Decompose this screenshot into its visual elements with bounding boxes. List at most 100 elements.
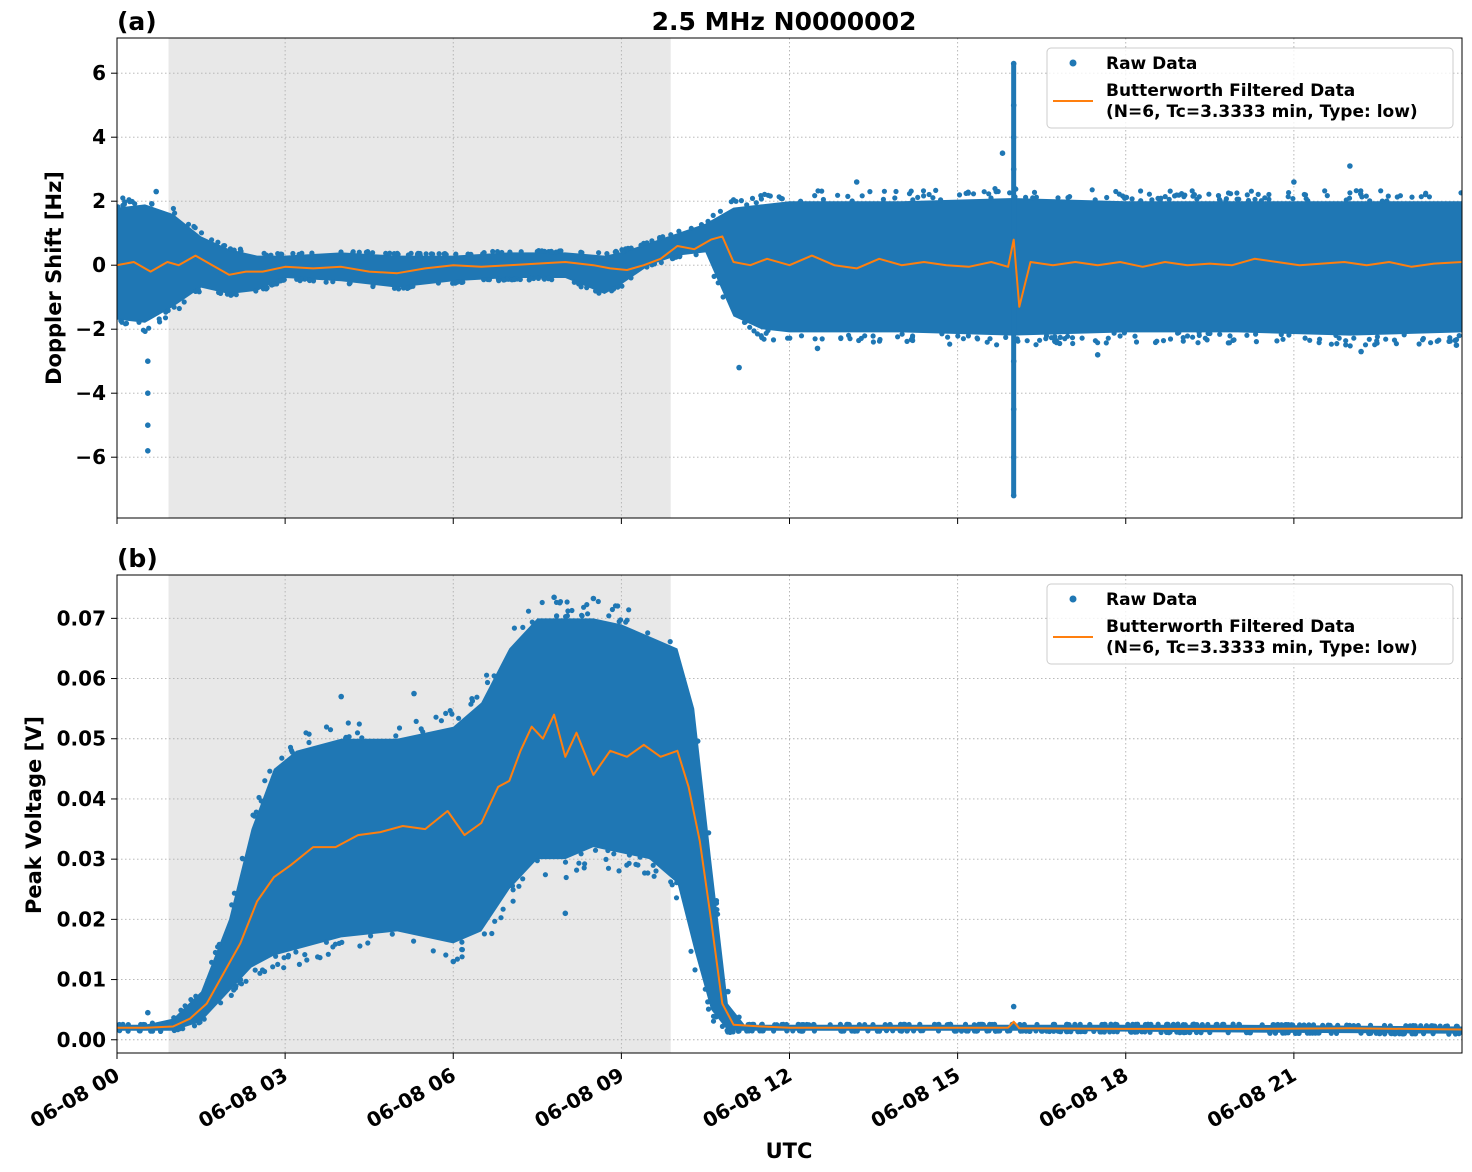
panel-b-raw-outlier bbox=[145, 1009, 151, 1016]
panel-a-raw-point bbox=[579, 250, 585, 256]
panel-a-raw-point bbox=[1317, 336, 1323, 342]
panel-a-raw-point bbox=[981, 189, 987, 195]
panel-b-raw-point bbox=[1310, 1022, 1317, 1028]
panel-b-raw-point bbox=[270, 964, 276, 970]
panel-a-raw-point bbox=[1174, 192, 1180, 198]
panel-a-raw-point bbox=[798, 198, 804, 204]
panel-a-raw-point bbox=[122, 321, 128, 327]
panel-a-raw-point bbox=[142, 328, 148, 334]
panel-b-raw-point bbox=[209, 959, 215, 965]
panel-b-raw-point bbox=[1077, 1021, 1083, 1027]
panel-b-raw-point bbox=[854, 1028, 860, 1034]
panel-a-raw-point bbox=[741, 319, 748, 325]
panel-a-raw-point bbox=[596, 250, 602, 256]
panel-a-raw-point bbox=[584, 285, 590, 291]
panel-a-raw-point bbox=[1383, 336, 1389, 342]
panel-a-raw-point bbox=[1037, 337, 1043, 343]
panel-b-raw-point bbox=[692, 967, 698, 973]
panel-b-raw-point bbox=[1278, 1022, 1285, 1028]
panel-b-raw-point bbox=[273, 953, 279, 959]
panel-a-raw-point bbox=[1363, 193, 1369, 199]
panel-b-raw-outlier bbox=[725, 988, 731, 995]
panel-b-raw-point bbox=[1125, 1021, 1131, 1027]
panel-b-raw-point bbox=[1158, 1029, 1164, 1036]
panel-b-raw-point bbox=[1155, 1021, 1161, 1027]
panel-b-raw-point bbox=[563, 614, 569, 620]
panel-b-raw-point bbox=[1335, 1022, 1341, 1028]
panel-a-raw-point bbox=[1079, 335, 1085, 341]
panel-b-raw-point bbox=[616, 868, 622, 874]
panel-b-raw-point bbox=[1187, 1029, 1193, 1036]
panel-b-raw-point bbox=[228, 992, 234, 999]
panel-b-raw-point bbox=[368, 933, 374, 939]
panel-a-raw-point bbox=[993, 189, 999, 195]
panel-a-raw-point bbox=[323, 279, 329, 285]
panel-b-raw-point bbox=[1107, 1029, 1113, 1035]
panel-a-raw-point bbox=[1120, 193, 1126, 199]
panel-b-raw-point bbox=[606, 613, 612, 619]
panel-b-raw-point bbox=[883, 1028, 890, 1034]
panel-b-raw-point bbox=[554, 613, 560, 619]
panel-b-raw-point bbox=[1355, 1022, 1361, 1029]
panel-b-raw-point bbox=[1051, 1028, 1057, 1034]
x-tick-label: 06-08 18 bbox=[1035, 1063, 1133, 1133]
panel-a-raw-point bbox=[253, 288, 259, 294]
panel-b-raw-point bbox=[492, 918, 498, 924]
panel-b-raw-point bbox=[191, 1023, 198, 1029]
panel-b-raw-point bbox=[958, 1028, 965, 1034]
panel-b-raw-point bbox=[285, 952, 292, 958]
panel-a-raw-point bbox=[761, 336, 767, 342]
x-tick-label: 06-08 00 bbox=[26, 1063, 124, 1133]
panel-b-raw-point bbox=[1135, 1021, 1141, 1027]
panel-b-raw-point bbox=[481, 931, 487, 937]
panel-b-raw-point bbox=[1111, 1029, 1117, 1035]
panel-b-raw-point bbox=[306, 739, 312, 746]
panel-a-raw-point bbox=[486, 277, 492, 283]
panel-b-raw-point bbox=[238, 981, 245, 987]
panel-b-raw-point bbox=[1409, 1031, 1415, 1037]
panel-a-raw-point bbox=[146, 325, 152, 331]
panel-a-raw-point bbox=[1409, 194, 1415, 200]
panel-a-raw-point bbox=[1003, 334, 1009, 340]
panel-b-raw-point bbox=[574, 867, 580, 873]
panel-b-raw-point bbox=[736, 1014, 742, 1020]
panel-a-raw-point bbox=[1133, 339, 1140, 345]
panel-a-raw-point bbox=[1033, 342, 1039, 348]
panel-a-raw-point bbox=[1334, 341, 1340, 347]
panel-a-raw-point bbox=[1184, 333, 1191, 339]
panel-b-raw-outlier bbox=[590, 595, 597, 602]
panel-a-raw-point bbox=[558, 248, 564, 254]
panel-b-raw-point bbox=[1272, 1030, 1278, 1036]
panel-b-legend: Raw Data Butterworth Filtered Data (N=6,… bbox=[1046, 583, 1454, 665]
panel-a-raw-point bbox=[553, 249, 559, 255]
panel-b-raw-point bbox=[611, 851, 617, 857]
panel-a-raw-point bbox=[423, 251, 429, 257]
panel-a-raw-point bbox=[149, 201, 155, 207]
panel-b-raw-point bbox=[287, 744, 294, 751]
panel-a-raw-point bbox=[1023, 194, 1029, 200]
panel-a-raw-point bbox=[1372, 342, 1378, 348]
panel-b-raw-point bbox=[1430, 1031, 1436, 1037]
panel-a-raw-point bbox=[1422, 192, 1429, 198]
panel-a-raw-point bbox=[1138, 188, 1144, 194]
panel-b-legend-raw-marker bbox=[1069, 595, 1077, 603]
panel-a-raw-point bbox=[1181, 194, 1187, 200]
panel-b-raw-point bbox=[365, 940, 371, 946]
panel-b-raw-point bbox=[771, 1028, 777, 1034]
panel-b-raw-point bbox=[243, 978, 249, 984]
panel-b-raw-point bbox=[1033, 1028, 1039, 1034]
panel-a-raw-point bbox=[1089, 187, 1095, 193]
panel-b-raw-point bbox=[258, 798, 264, 804]
panel-a-raw-point bbox=[938, 197, 944, 203]
x-axis-label: UTC bbox=[766, 1139, 813, 1163]
panel-a-raw-point bbox=[1043, 336, 1049, 342]
panel-b-raw-point bbox=[626, 607, 632, 613]
panel-a-raw-point bbox=[1154, 338, 1160, 344]
panel-b-raw-point bbox=[1382, 1031, 1388, 1037]
panel-a-raw-point bbox=[400, 285, 407, 291]
panel-b-ytick-label: 0.00 bbox=[57, 1028, 106, 1052]
panel-a-raw-point bbox=[1322, 188, 1328, 194]
panel-a-raw-point bbox=[987, 336, 993, 342]
panel-a-filtered-line bbox=[117, 235, 1462, 308]
panel-b-raw-point bbox=[595, 598, 601, 605]
